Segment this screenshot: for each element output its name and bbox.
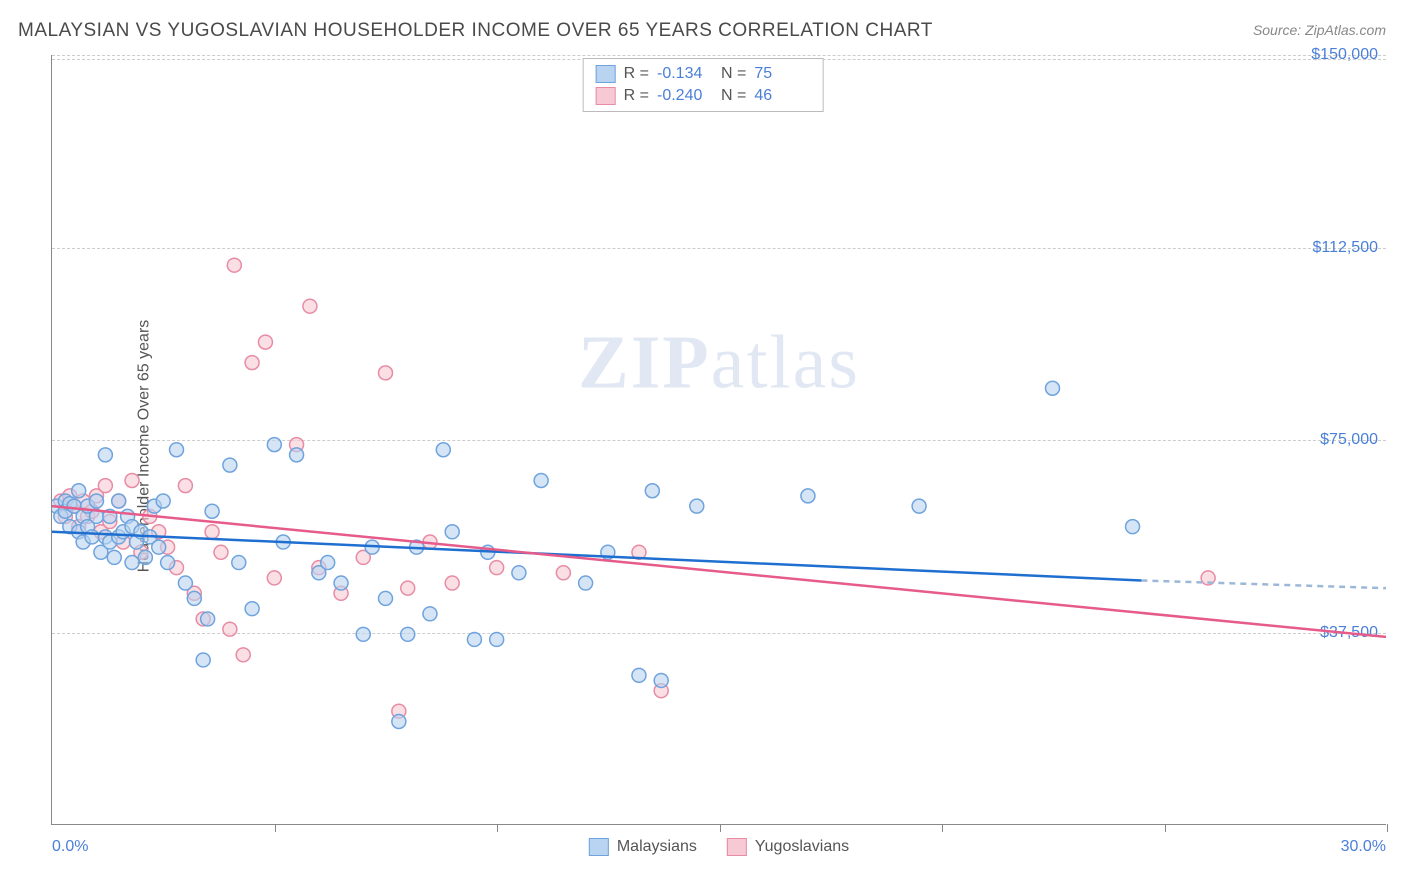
data-point — [690, 499, 704, 513]
regression-line — [1141, 580, 1386, 588]
regression-line — [52, 506, 1386, 637]
data-point — [579, 576, 593, 590]
x-tick — [275, 824, 276, 832]
stats-r-value-2: -0.240 — [657, 87, 713, 105]
data-point — [138, 550, 152, 564]
data-point — [125, 556, 139, 570]
data-point — [401, 627, 415, 641]
data-point — [321, 556, 335, 570]
data-point — [227, 258, 241, 272]
data-point — [72, 484, 86, 498]
data-point — [267, 438, 281, 452]
data-point — [205, 525, 219, 539]
data-point — [205, 504, 219, 518]
data-point — [170, 443, 184, 457]
legend-label-malaysians: Malaysians — [617, 838, 697, 856]
data-point — [1126, 520, 1140, 534]
chart-title: MALAYSIAN VS YUGOSLAVIAN HOUSEHOLDER INC… — [18, 20, 933, 42]
data-point — [392, 714, 406, 728]
stats-n-value-2: 46 — [754, 87, 810, 105]
stats-n-label-1: N = — [721, 65, 746, 83]
stats-r-value-1: -0.134 — [657, 65, 713, 83]
data-point — [290, 448, 304, 462]
stats-swatch-1 — [596, 65, 616, 83]
x-axis-min-label: 0.0% — [52, 838, 88, 856]
bottom-legend: Malaysians Yugoslavians — [589, 838, 849, 856]
data-point — [232, 556, 246, 570]
data-point — [645, 484, 659, 498]
data-point — [107, 550, 121, 564]
data-point — [161, 556, 175, 570]
data-point — [379, 591, 393, 605]
plot-area: ZIPatlas 0.0% 30.0% Malaysians Yugoslavi… — [51, 55, 1386, 825]
data-point — [401, 581, 415, 595]
source-attribution: Source: ZipAtlas.com — [1253, 22, 1386, 38]
data-point — [125, 474, 139, 488]
stats-swatch-2 — [596, 87, 616, 105]
data-point — [445, 525, 459, 539]
legend-swatch-yugoslavians — [727, 838, 747, 856]
stats-n-label-2: N = — [721, 87, 746, 105]
data-point — [223, 622, 237, 636]
data-point — [85, 530, 99, 544]
legend-label-yugoslavians: Yugoslavians — [755, 838, 849, 856]
data-point — [156, 494, 170, 508]
data-point — [245, 602, 259, 616]
x-tick — [1165, 824, 1166, 832]
data-point — [178, 479, 192, 493]
data-point — [236, 648, 250, 662]
data-point — [654, 673, 668, 687]
data-point — [467, 632, 481, 646]
data-point — [1046, 381, 1060, 395]
data-point — [534, 474, 548, 488]
data-point — [267, 571, 281, 585]
data-point — [245, 356, 259, 370]
x-tick — [720, 824, 721, 832]
data-point — [196, 653, 210, 667]
data-point — [801, 489, 815, 503]
x-tick — [1387, 824, 1388, 832]
data-point — [303, 299, 317, 313]
data-point — [201, 612, 215, 626]
stats-r-label-2: R = — [624, 87, 649, 105]
data-point — [490, 561, 504, 575]
legend-item-malaysians: Malaysians — [589, 838, 697, 856]
data-point — [258, 335, 272, 349]
data-point — [490, 632, 504, 646]
data-point — [187, 591, 201, 605]
data-point — [445, 576, 459, 590]
x-tick — [942, 824, 943, 832]
data-point — [379, 366, 393, 380]
stats-n-value-1: 75 — [754, 65, 810, 83]
data-point — [112, 494, 126, 508]
stats-row-1: R = -0.134 N = 75 — [596, 63, 811, 85]
data-point — [512, 566, 526, 580]
data-point — [334, 576, 348, 590]
data-point — [178, 576, 192, 590]
data-point — [152, 540, 166, 554]
data-point — [89, 494, 103, 508]
x-tick — [497, 824, 498, 832]
legend-swatch-malaysians — [589, 838, 609, 856]
data-point — [98, 448, 112, 462]
data-point — [223, 458, 237, 472]
data-point — [632, 668, 646, 682]
stats-box: R = -0.134 N = 75 R = -0.240 N = 46 — [583, 58, 824, 112]
data-point — [214, 545, 228, 559]
data-point — [356, 627, 370, 641]
stats-row-2: R = -0.240 N = 46 — [596, 85, 811, 107]
chart-svg — [52, 55, 1386, 824]
legend-item-yugoslavians: Yugoslavians — [727, 838, 849, 856]
stats-r-label-1: R = — [624, 65, 649, 83]
data-point — [436, 443, 450, 457]
data-point — [556, 566, 570, 580]
data-point — [98, 479, 112, 493]
x-axis-max-label: 30.0% — [1341, 838, 1386, 856]
data-point — [423, 607, 437, 621]
data-point — [912, 499, 926, 513]
